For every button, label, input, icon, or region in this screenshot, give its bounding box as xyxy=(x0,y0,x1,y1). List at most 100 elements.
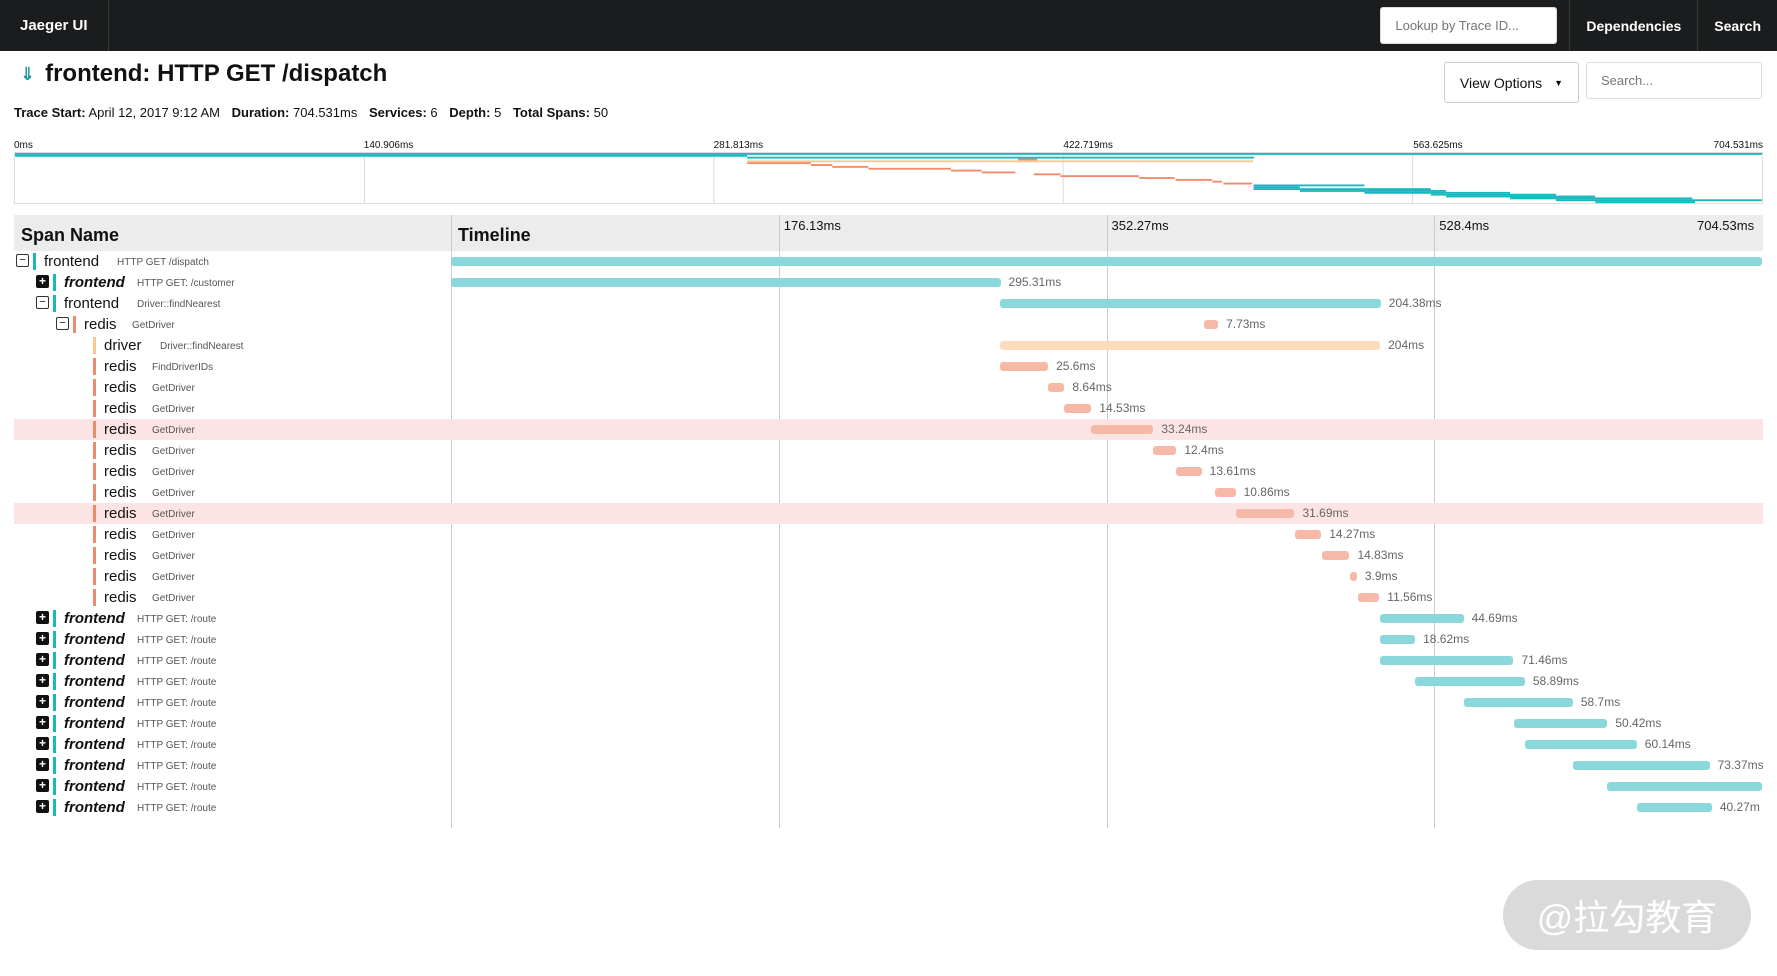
span-service-name[interactable]: redis xyxy=(84,316,117,333)
span-timeline-bar[interactable] xyxy=(1000,362,1049,371)
span-row[interactable]: + frontend HTTP GET: /route 71.46ms xyxy=(14,650,1763,671)
expand-plus-icon[interactable]: + xyxy=(36,716,49,729)
span-timeline-bar[interactable] xyxy=(1513,719,1608,728)
expand-plus-icon[interactable]: + xyxy=(36,653,49,666)
brand-logo[interactable]: Jaeger UI xyxy=(0,0,109,51)
span-row[interactable]: redis GetDriver 14.27ms xyxy=(14,524,1763,545)
trace-id-lookup-input[interactable] xyxy=(1380,7,1558,44)
span-timeline-bar[interactable] xyxy=(1357,593,1380,602)
span-timeline-bar[interactable] xyxy=(1349,572,1357,581)
expand-plus-icon[interactable]: + xyxy=(36,779,49,792)
expand-plus-icon[interactable]: + xyxy=(36,758,49,771)
span-service-name[interactable]: redis xyxy=(104,484,137,501)
span-service-name[interactable]: frontend xyxy=(64,799,125,816)
span-service-name[interactable]: driver xyxy=(104,337,142,354)
span-service-name[interactable]: redis xyxy=(104,463,137,480)
trace-minimap[interactable] xyxy=(14,152,1763,204)
span-row[interactable]: + frontend HTTP GET: /route 58.89ms xyxy=(14,671,1763,692)
span-service-name[interactable]: redis xyxy=(104,358,137,375)
span-timeline-bar[interactable] xyxy=(1000,299,1381,308)
collapse-minus-icon[interactable]: − xyxy=(16,254,29,267)
span-service-name[interactable]: frontend xyxy=(64,715,125,732)
span-timeline-bar[interactable] xyxy=(1607,782,1762,791)
span-row[interactable]: redis GetDriver 33.24ms xyxy=(14,419,1763,440)
span-service-name[interactable]: frontend xyxy=(64,274,125,291)
span-row[interactable]: redis GetDriver 13.61ms xyxy=(14,461,1763,482)
span-row[interactable]: redis GetDriver 12.4ms xyxy=(14,440,1763,461)
span-service-name[interactable]: redis xyxy=(104,568,137,585)
span-timeline-bar[interactable] xyxy=(1294,530,1322,539)
span-row[interactable]: redis GetDriver 3.9ms xyxy=(14,566,1763,587)
dependencies-link[interactable]: Dependencies xyxy=(1569,0,1697,51)
span-service-name[interactable]: frontend xyxy=(64,652,125,669)
span-row[interactable]: redis GetDriver 14.83ms xyxy=(14,545,1763,566)
span-service-name[interactable]: frontend xyxy=(64,631,125,648)
span-timeline-bar[interactable] xyxy=(1064,404,1092,413)
collapse-minus-icon[interactable]: − xyxy=(36,296,49,309)
span-row[interactable]: − frontend HTTP GET /dispatch xyxy=(14,251,1763,272)
span-row[interactable]: driver Driver::findNearest 204ms xyxy=(14,335,1763,356)
span-timeline-bar[interactable] xyxy=(1153,446,1177,455)
span-row[interactable]: redis GetDriver 14.53ms xyxy=(14,398,1763,419)
span-row[interactable]: redis FindDriverIDs 25.6ms xyxy=(14,356,1763,377)
span-timeline-bar[interactable] xyxy=(1524,740,1637,749)
span-row[interactable]: + frontend HTTP GET: /route 44.69ms xyxy=(14,608,1763,629)
span-service-name[interactable]: frontend xyxy=(64,757,125,774)
expand-plus-icon[interactable]: + xyxy=(36,695,49,708)
span-timeline-bar[interactable] xyxy=(1380,656,1514,665)
span-timeline-bar[interactable] xyxy=(1091,425,1154,434)
expand-plus-icon[interactable]: + xyxy=(36,800,49,813)
span-row[interactable]: + frontend HTTP GET: /route 73.37ms xyxy=(14,755,1763,776)
span-row[interactable]: + frontend HTTP GET: /route 60.14ms xyxy=(14,734,1763,755)
span-timeline-bar[interactable] xyxy=(1176,467,1202,476)
view-options-button[interactable]: View Options ▼ xyxy=(1444,62,1579,103)
span-service-name[interactable]: redis xyxy=(104,379,137,396)
span-timeline-bar[interactable] xyxy=(1573,761,1710,770)
span-row[interactable]: + frontend HTTP GET: /route 58.7ms xyxy=(14,692,1763,713)
span-timeline-bar[interactable] xyxy=(1380,635,1416,644)
expand-plus-icon[interactable]: + xyxy=(36,674,49,687)
span-row[interactable]: + frontend HTTP GET: /route 50.42ms xyxy=(14,713,1763,734)
span-timeline-bar[interactable] xyxy=(451,278,1001,287)
span-row[interactable]: redis GetDriver 31.69ms xyxy=(14,503,1763,524)
collapse-chevron-icon[interactable]: ⇓ xyxy=(20,63,36,84)
span-timeline-bar[interactable] xyxy=(1215,488,1236,497)
span-timeline-bar[interactable] xyxy=(1463,698,1573,707)
span-timeline-bar[interactable] xyxy=(1048,383,1065,392)
span-timeline-bar[interactable] xyxy=(1380,614,1464,623)
span-row[interactable]: redis GetDriver 10.86ms xyxy=(14,482,1763,503)
span-timeline-bar[interactable] xyxy=(1235,509,1295,518)
span-service-name[interactable]: redis xyxy=(104,547,137,564)
span-service-name[interactable]: redis xyxy=(104,400,137,417)
expand-plus-icon[interactable]: + xyxy=(36,275,49,288)
expand-plus-icon[interactable]: + xyxy=(36,632,49,645)
span-service-name[interactable]: frontend xyxy=(64,736,125,753)
span-timeline-bar[interactable] xyxy=(451,257,1762,266)
span-row[interactable]: redis GetDriver 8.64ms xyxy=(14,377,1763,398)
span-service-name[interactable]: frontend xyxy=(44,253,100,270)
span-row[interactable]: − redis GetDriver 7.73ms xyxy=(14,314,1763,335)
span-service-name[interactable]: frontend xyxy=(64,295,120,312)
span-service-name[interactable]: frontend xyxy=(64,778,125,795)
span-row[interactable]: redis GetDriver 11.56ms xyxy=(14,587,1763,608)
span-service-name[interactable]: frontend xyxy=(64,610,125,627)
span-service-name[interactable]: redis xyxy=(104,526,137,543)
span-service-name[interactable]: redis xyxy=(104,421,137,438)
span-service-name[interactable]: redis xyxy=(104,589,137,606)
span-timeline-bar[interactable] xyxy=(1415,677,1525,686)
span-row[interactable]: + frontend HTTP GET: /customer 295.31ms xyxy=(14,272,1763,293)
search-link[interactable]: Search xyxy=(1697,0,1777,51)
span-row[interactable]: + frontend HTTP GET: /route xyxy=(14,776,1763,797)
span-timeline-bar[interactable] xyxy=(1000,341,1381,350)
span-service-name[interactable]: redis xyxy=(104,442,137,459)
expand-plus-icon[interactable]: + xyxy=(36,737,49,750)
span-search-input[interactable] xyxy=(1586,62,1762,99)
span-service-name[interactable]: frontend xyxy=(64,673,125,690)
span-service-name[interactable]: redis xyxy=(104,505,137,522)
span-timeline-bar[interactable] xyxy=(1636,803,1712,812)
expand-plus-icon[interactable]: + xyxy=(36,611,49,624)
collapse-minus-icon[interactable]: − xyxy=(56,317,69,330)
span-service-name[interactable]: frontend xyxy=(64,694,125,711)
span-timeline-bar[interactable] xyxy=(1203,320,1219,329)
span-row[interactable]: + frontend HTTP GET: /route 40.27m xyxy=(14,797,1763,818)
